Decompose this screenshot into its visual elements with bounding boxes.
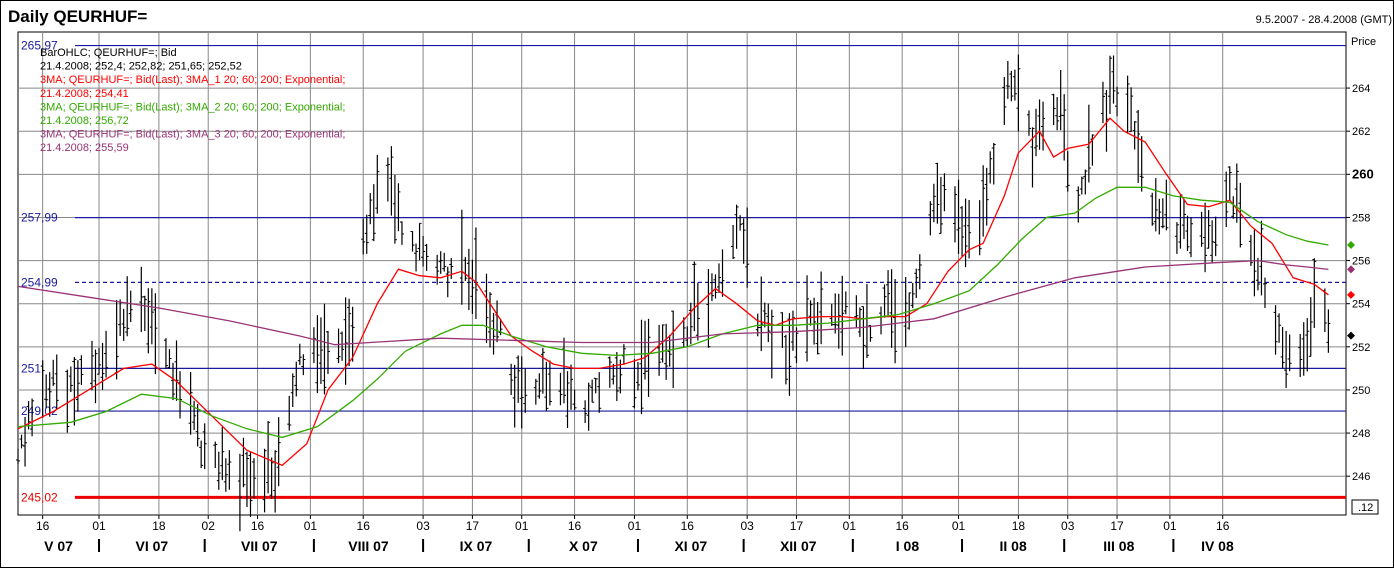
month-label: IV 08	[1201, 538, 1234, 554]
x-tick-label: 01	[843, 519, 857, 533]
time-axis: 16 01 18 02 16 01 16 03 17 01 16 01 16 03 17 01 16 01 18 03…	[36, 515, 1234, 554]
x-tick-label: 17	[790, 519, 804, 533]
legend-line: 3MA; QEURHUF=; Bid(Last); 3MA_3 20; 60; …	[40, 129, 345, 141]
last-value-text: .12	[1358, 502, 1373, 514]
x-tick-label: 16	[357, 519, 371, 533]
y-tick-label: 256	[1352, 256, 1370, 268]
y-tick-label: 262	[1352, 126, 1370, 138]
moving-averages-layer	[17, 117, 1329, 467]
x-tick-label: 03	[1061, 519, 1075, 533]
month-label: IX 07	[460, 538, 493, 554]
last-value-marker	[1347, 331, 1355, 340]
legend-line: BarOHLC; QEURHUF=; Bid	[40, 47, 177, 59]
horizontal-lines-layer: 265,97 257,99 254,99 251 249,02 245,02	[21, 39, 1346, 504]
month-label: I 08	[896, 538, 920, 554]
x-tick-label: 02	[202, 519, 216, 533]
legend-line: 21.4.2008; 255,59	[40, 142, 129, 154]
reference-line-label: 245,02	[21, 490, 58, 504]
y-tick-label: 258	[1352, 212, 1370, 224]
x-tick-label: 16	[1216, 519, 1230, 533]
legend-line: 21.4.2008; 254,41	[40, 88, 129, 100]
month-label: XI 07	[674, 538, 707, 554]
y-tick-label: 260	[1352, 166, 1374, 181]
ohlc-bars-layer	[16, 54, 1331, 532]
reference-line-label: 249,02	[21, 404, 58, 418]
legend: BarOHLC; QEURHUF=; Bid 21.4.2008; 252,4; …	[40, 47, 345, 154]
chart-title: Daily QEURHUF=	[8, 7, 147, 26]
month-label: II 08	[999, 538, 1026, 554]
y-tick-label: 248	[1352, 428, 1370, 440]
legend-line: 3MA; QEURHUF=; Bid(Last); 3MA_1 20; 60; …	[40, 74, 345, 86]
ma-line	[17, 117, 1329, 467]
price-axis-label: Price	[1351, 36, 1376, 48]
x-tick-label: 01	[952, 519, 966, 533]
price-axis: 246 248 250 252 254 256 258 260 262 264	[1346, 83, 1374, 483]
x-tick-label: 03	[740, 519, 754, 533]
x-tick-label: 16	[681, 519, 695, 533]
x-tick-label: 16	[251, 519, 265, 533]
x-tick-label: 18	[152, 519, 166, 533]
last-value-marker	[1347, 290, 1355, 299]
ma-line	[17, 259, 1329, 346]
x-tick-label: 17	[1110, 519, 1124, 533]
last-value-box: .12	[1351, 499, 1379, 515]
y-tick-label: 254	[1352, 299, 1370, 311]
legend-line: 3MA; QEURHUF=; Bid(Last); 3MA_2 20; 60; …	[40, 101, 345, 113]
y-tick-label: 250	[1352, 385, 1370, 397]
month-label: XII 07	[780, 538, 817, 554]
month-label: III 08	[1103, 538, 1134, 554]
legend-line: 21.4.2008; 252,4; 252,82; 251,65; 252,52	[40, 61, 242, 73]
right-markers	[1347, 241, 1355, 340]
y-tick-label: 252	[1352, 342, 1370, 354]
x-tick-label: 01	[628, 519, 642, 533]
month-label: V 07	[44, 538, 73, 554]
legend-line: 21.4.2008; 256,72	[40, 115, 129, 127]
reference-line-label: 265,97	[21, 39, 58, 53]
reference-line-label: 257,99	[21, 211, 58, 225]
x-tick-label: 18	[1012, 519, 1026, 533]
x-tick-label: 16	[36, 519, 50, 533]
reference-line-label: 251	[21, 361, 41, 375]
month-label: VIII 07	[348, 538, 389, 554]
x-tick-label: 01	[515, 519, 529, 533]
y-tick-label: 246	[1352, 471, 1370, 483]
plot-area	[17, 31, 1347, 516]
x-tick-label: 17	[466, 519, 480, 533]
month-label: X 07	[569, 538, 598, 554]
month-label: VI 07	[136, 538, 169, 554]
month-label: VII 07	[241, 538, 278, 554]
x-tick-label: 01	[1163, 519, 1177, 533]
y-tick-label: 264	[1352, 83, 1370, 95]
reference-line-label: 254,99	[21, 275, 58, 289]
x-tick-label: 01	[92, 519, 106, 533]
x-tick-label: 16	[895, 519, 909, 533]
last-value-marker	[1347, 265, 1355, 274]
x-tick-label: 01	[304, 519, 318, 533]
x-tick-label: 03	[416, 519, 430, 533]
x-tick-label: 16	[568, 519, 582, 533]
date-range: 9.5.2007 - 28.4.2008 (GMT)	[1256, 14, 1392, 26]
last-value-marker	[1347, 241, 1355, 250]
